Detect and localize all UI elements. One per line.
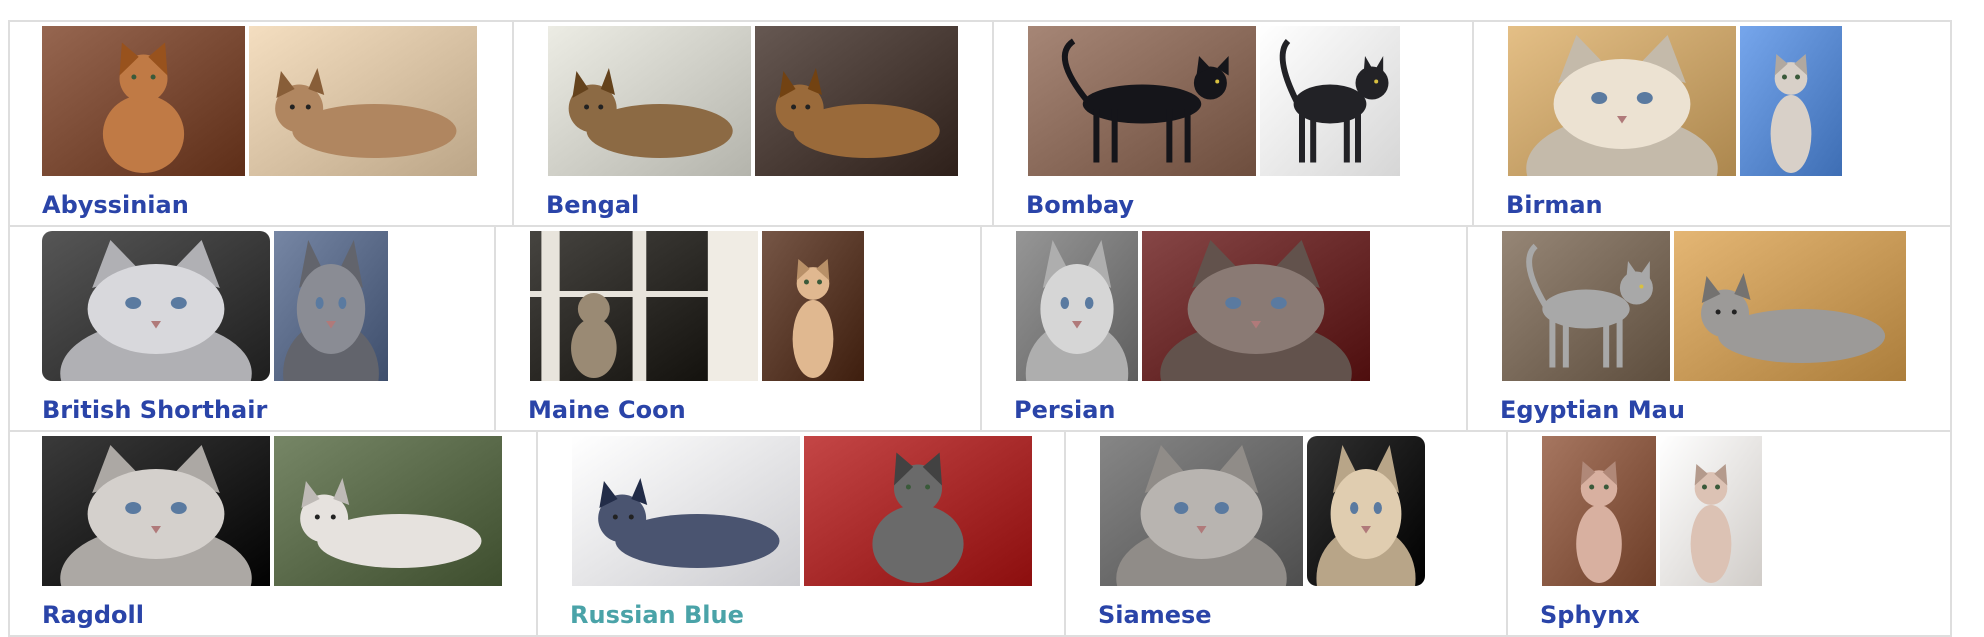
breed-photo[interactable] (42, 436, 270, 586)
breed-photo[interactable] (1142, 231, 1370, 381)
breed-link[interactable]: Bengal (546, 191, 640, 219)
russian-blue-photo-2 (804, 436, 1032, 586)
breed-photo[interactable] (804, 436, 1032, 586)
breed-photos (42, 436, 502, 586)
gallery-row: Abyssinian Bengal Bombay Birman (8, 20, 1952, 225)
bengal-photo-1 (548, 26, 751, 176)
breed-link[interactable]: Egyptian Mau (1500, 396, 1685, 424)
breed-photo[interactable] (249, 26, 477, 176)
breed-photo[interactable] (572, 436, 800, 586)
breed-card[interactable]: Sphynx (1506, 432, 1952, 635)
breed-photos (1016, 231, 1370, 381)
breed-link[interactable]: British Shorthair (42, 396, 268, 424)
birman-photo-1 (1508, 26, 1736, 176)
breed-link[interactable]: Russian Blue (570, 601, 744, 629)
breed-photos (1508, 26, 1842, 176)
breed-photo[interactable] (762, 231, 864, 381)
breed-photo[interactable] (1502, 231, 1670, 381)
maine-coon-photo-2 (762, 231, 864, 381)
bengal-photo-2 (755, 26, 958, 176)
ragdoll-photo-1 (42, 436, 270, 586)
bombay-photo-2 (1260, 26, 1400, 176)
british-shorthair-photo-2 (274, 231, 388, 381)
persian-photo-1 (1016, 231, 1138, 381)
breed-photo[interactable] (1740, 26, 1842, 176)
breed-photo[interactable] (42, 231, 270, 381)
breed-photo[interactable] (1542, 436, 1656, 586)
breed-card[interactable]: Egyptian Mau (1466, 227, 1952, 430)
breed-photo[interactable] (1660, 436, 1762, 586)
bombay-photo-1 (1028, 26, 1256, 176)
breed-photos (42, 231, 388, 381)
breed-photo[interactable] (548, 26, 751, 176)
breed-photo[interactable] (1674, 231, 1906, 381)
breed-photo[interactable] (1028, 26, 1256, 176)
gallery-row: British Shorthair Maine Coon Persian Egy… (8, 225, 1952, 430)
birman-photo-2 (1740, 26, 1842, 176)
siamese-photo-1 (1100, 436, 1303, 586)
breed-photos (1542, 436, 1762, 586)
russian-blue-photo-1 (572, 436, 800, 586)
breed-link[interactable]: Siamese (1098, 601, 1212, 629)
breed-photos (1028, 26, 1400, 176)
breed-photo[interactable] (530, 231, 758, 381)
breed-card[interactable]: Persian (980, 227, 1466, 430)
breed-photos (1100, 436, 1425, 586)
breed-card[interactable]: Abyssinian (8, 22, 512, 225)
breed-link[interactable]: Ragdoll (42, 601, 144, 629)
sphynx-photo-1 (1542, 436, 1656, 586)
breed-photo[interactable] (274, 231, 388, 381)
breed-photo[interactable] (42, 26, 245, 176)
breed-card[interactable]: Bengal (512, 22, 992, 225)
persian-photo-2 (1142, 231, 1370, 381)
egyptian-mau-photo-2 (1674, 231, 1906, 381)
breed-link[interactable]: Abyssinian (42, 191, 189, 219)
breed-photos (42, 26, 477, 176)
siamese-photo-2 (1307, 436, 1425, 586)
breed-photos (548, 26, 958, 176)
breed-link[interactable]: Sphynx (1540, 601, 1640, 629)
breed-link[interactable]: Bombay (1026, 191, 1135, 219)
sphynx-photo-2 (1660, 436, 1762, 586)
breed-card[interactable]: Bombay (992, 22, 1472, 225)
breed-photos (530, 231, 864, 381)
abyssinian-photo-2 (249, 26, 477, 176)
gallery-row: Ragdoll Russian Blue Siamese Sphynx (8, 430, 1952, 637)
breed-gallery: Abyssinian Bengal Bombay Birman (8, 20, 1952, 637)
breed-photo[interactable] (1260, 26, 1400, 176)
breed-link[interactable]: Birman (1506, 191, 1603, 219)
breed-card[interactable]: Russian Blue (536, 432, 1064, 635)
egyptian-mau-photo-1 (1502, 231, 1670, 381)
breed-card[interactable]: Maine Coon (494, 227, 980, 430)
breed-photo[interactable] (274, 436, 502, 586)
breed-photos (1502, 231, 1906, 381)
breed-photo[interactable] (1100, 436, 1303, 586)
breed-link[interactable]: Persian (1014, 396, 1116, 424)
breed-card[interactable]: Birman (1472, 22, 1952, 225)
breed-photo[interactable] (1016, 231, 1138, 381)
maine-coon-photo-1 (530, 231, 758, 381)
breed-card[interactable]: Siamese (1064, 432, 1506, 635)
breed-photo[interactable] (1307, 436, 1425, 586)
breed-photo[interactable] (1508, 26, 1736, 176)
ragdoll-photo-2 (274, 436, 502, 586)
breed-photos (572, 436, 1032, 586)
breed-card[interactable]: British Shorthair (8, 227, 494, 430)
abyssinian-photo-1 (42, 26, 245, 176)
british-shorthair-photo-1 (42, 231, 270, 381)
breed-link[interactable]: Maine Coon (528, 396, 686, 424)
breed-photo[interactable] (755, 26, 958, 176)
breed-card[interactable]: Ragdoll (8, 432, 536, 635)
